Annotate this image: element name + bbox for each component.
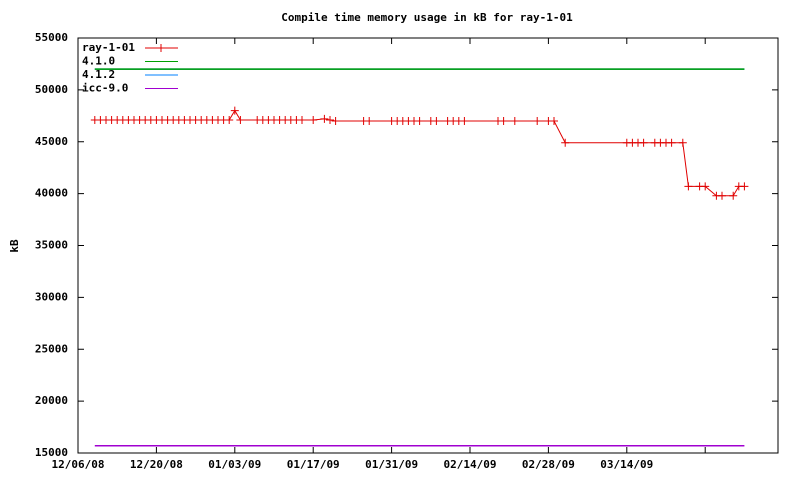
legend-marker [157, 44, 165, 52]
data-point [729, 191, 738, 200]
data-point [740, 182, 749, 191]
x-tick-label: 03/14/09 [600, 458, 653, 471]
data-point [415, 117, 424, 125]
data-point [365, 117, 374, 125]
data-point [331, 117, 340, 125]
x-tick-label: 02/14/09 [444, 458, 497, 471]
data-point [225, 115, 234, 124]
data-point [499, 117, 508, 125]
data-point [550, 117, 558, 125]
data-point [561, 138, 570, 147]
data-point [460, 117, 469, 125]
data-point [678, 138, 687, 147]
data-point [533, 117, 542, 125]
y-tick-label: 50000 [35, 83, 68, 96]
legend-label: 4.1.2 [82, 68, 115, 81]
y-tick-label: 55000 [35, 31, 68, 44]
data-point [718, 191, 726, 200]
data-point [667, 138, 676, 147]
x-tick-label: 12/06/08 [52, 458, 105, 471]
data-point [684, 182, 693, 191]
y-tick-label: 20000 [35, 394, 68, 407]
legend-label: ray-1-01 [82, 41, 135, 54]
y-tick-label: 45000 [35, 135, 68, 148]
x-tick-label: 01/17/09 [287, 458, 340, 471]
y-axis-label: kB [8, 239, 21, 253]
x-tick-label: 12/20/08 [130, 458, 183, 471]
legend-label: icc-9.0 [82, 82, 128, 95]
data-point [309, 115, 318, 124]
data-point [326, 115, 334, 124]
x-tick-label: 02/28/09 [522, 458, 575, 471]
legend-label: 4.1.0 [82, 55, 115, 68]
chart-title: Compile time memory usage in kB for ray-… [281, 11, 573, 24]
data-point [236, 115, 245, 124]
data-point [230, 106, 239, 115]
y-tick-label: 40000 [35, 187, 68, 200]
data-point [510, 117, 519, 125]
data-point [639, 138, 648, 147]
data-point [701, 182, 710, 191]
y-tick-label: 25000 [35, 342, 68, 355]
data-point [432, 117, 441, 125]
x-tick-label: 01/03/09 [208, 458, 261, 471]
y-tick-label: 30000 [35, 290, 68, 303]
data-point [298, 115, 306, 124]
data-point [320, 114, 329, 123]
y-tick-label: 15000 [35, 446, 68, 459]
x-tick-label: 01/31/09 [365, 458, 418, 471]
y-tick-label: 35000 [35, 239, 68, 252]
